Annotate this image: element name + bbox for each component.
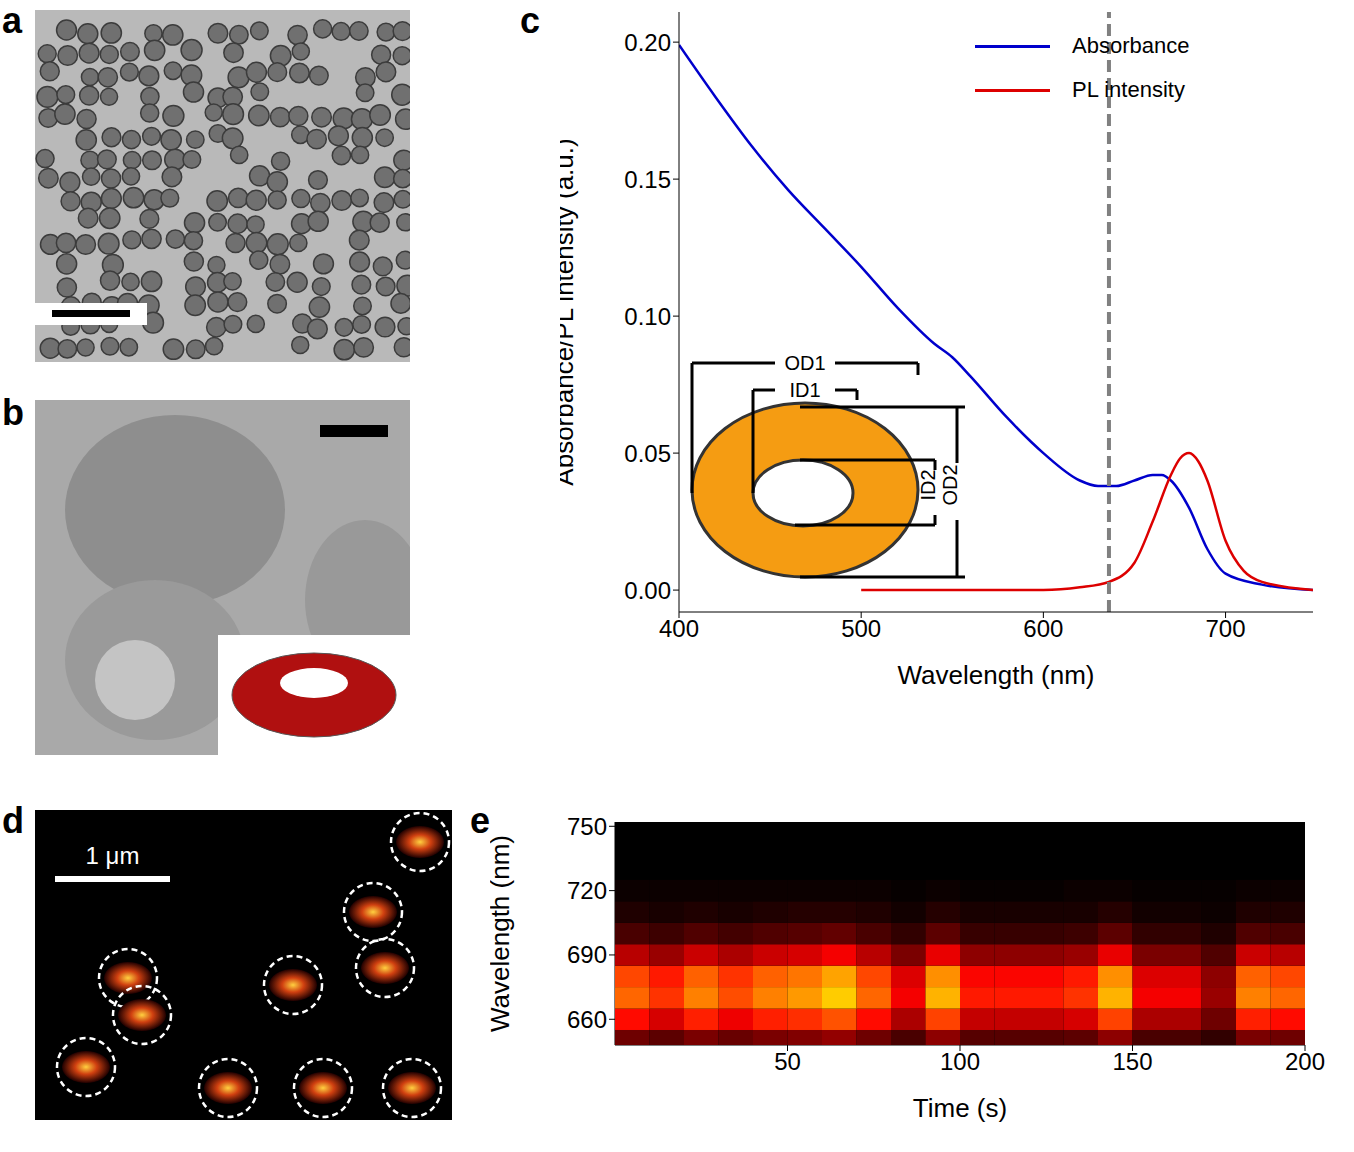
svg-text:150: 150: [1112, 1048, 1152, 1075]
html-text:e: e: [470, 800, 490, 841]
svg-text:500: 500: [841, 615, 881, 642]
html-text:c: c: [520, 0, 540, 41]
svg-text:720: 720: [567, 877, 607, 904]
svg-text:Wavelength (nm): Wavelength (nm): [490, 835, 515, 1032]
svg-text:0.00: 0.00: [624, 577, 671, 604]
svg-text:600: 600: [1023, 615, 1063, 642]
svg-text:Absorbance/PL intensity (a.u.): Absorbance/PL intensity (a.u.): [560, 138, 579, 485]
html-text:b: b: [2, 392, 24, 433]
html-text:d: d: [2, 800, 24, 841]
svg-text:ID1: ID1: [789, 379, 820, 401]
svg-text:750: 750: [567, 813, 607, 840]
html-text:Absorbance: Absorbance: [1072, 33, 1190, 58]
svg-text:50: 50: [774, 1048, 801, 1075]
html-text:a: a: [2, 0, 22, 41]
html-text:1 μm: 1 μm: [85, 842, 140, 869]
svg-text:0.10: 0.10: [624, 303, 671, 330]
svg-text:OD1: OD1: [784, 352, 825, 374]
html-text:PL intensity: PL intensity: [1072, 77, 1185, 102]
svg-text:660: 660: [567, 1006, 607, 1033]
svg-text:0.05: 0.05: [624, 440, 671, 467]
svg-text:690: 690: [567, 941, 607, 968]
svg-text:ID2: ID2: [917, 469, 939, 500]
svg-text:Wavelength (nm): Wavelength (nm): [898, 660, 1095, 690]
svg-text:0.20: 0.20: [624, 29, 671, 56]
svg-text:Time (s): Time (s): [913, 1093, 1007, 1123]
svg-text:400: 400: [659, 615, 699, 642]
svg-text:200: 200: [1285, 1048, 1325, 1075]
svg-text:100: 100: [940, 1048, 980, 1075]
svg-text:OD2: OD2: [939, 464, 961, 505]
svg-text:700: 700: [1206, 615, 1246, 642]
svg-text:0.15: 0.15: [624, 166, 671, 193]
